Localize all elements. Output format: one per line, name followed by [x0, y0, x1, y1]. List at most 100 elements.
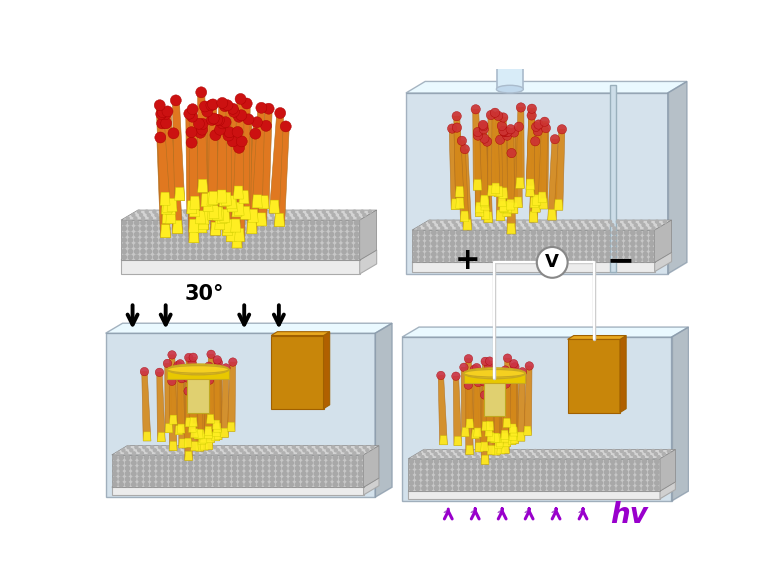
Circle shape: [336, 226, 340, 231]
Circle shape: [343, 449, 346, 452]
Circle shape: [656, 220, 658, 223]
Circle shape: [488, 236, 492, 240]
Circle shape: [233, 477, 237, 482]
Circle shape: [163, 456, 167, 460]
Circle shape: [425, 227, 428, 230]
Circle shape: [528, 453, 531, 456]
Circle shape: [182, 461, 187, 465]
Circle shape: [298, 249, 302, 253]
Circle shape: [176, 472, 180, 476]
Circle shape: [191, 244, 195, 248]
Circle shape: [266, 238, 271, 242]
Circle shape: [220, 456, 224, 460]
Circle shape: [541, 223, 543, 226]
Circle shape: [270, 466, 274, 471]
Circle shape: [544, 257, 548, 262]
Circle shape: [485, 486, 489, 491]
Polygon shape: [166, 210, 176, 223]
Circle shape: [624, 465, 627, 469]
Polygon shape: [548, 210, 556, 220]
Circle shape: [316, 255, 321, 259]
Circle shape: [494, 252, 498, 256]
Circle shape: [194, 477, 199, 482]
Circle shape: [207, 466, 211, 471]
Circle shape: [223, 226, 227, 231]
Ellipse shape: [496, 43, 523, 51]
Ellipse shape: [514, 122, 524, 131]
Polygon shape: [220, 368, 229, 437]
Circle shape: [464, 227, 467, 230]
Circle shape: [573, 449, 576, 453]
Circle shape: [296, 477, 300, 482]
Polygon shape: [449, 128, 459, 210]
Circle shape: [498, 475, 502, 480]
Ellipse shape: [243, 114, 254, 125]
Circle shape: [320, 482, 325, 487]
Circle shape: [151, 446, 154, 449]
Circle shape: [525, 241, 529, 246]
Polygon shape: [660, 482, 675, 499]
Circle shape: [154, 232, 157, 237]
Polygon shape: [189, 117, 200, 217]
Polygon shape: [190, 418, 197, 427]
Circle shape: [432, 247, 436, 251]
Ellipse shape: [220, 101, 230, 112]
Polygon shape: [190, 442, 198, 450]
Polygon shape: [495, 186, 503, 197]
Circle shape: [270, 214, 273, 217]
Polygon shape: [199, 217, 209, 230]
Ellipse shape: [496, 373, 505, 382]
Polygon shape: [248, 209, 258, 222]
Circle shape: [475, 230, 479, 235]
Circle shape: [210, 238, 214, 242]
Circle shape: [314, 477, 319, 482]
Polygon shape: [501, 132, 509, 213]
Polygon shape: [213, 427, 220, 437]
Circle shape: [188, 217, 190, 220]
Circle shape: [145, 449, 148, 452]
Circle shape: [644, 227, 647, 230]
Polygon shape: [465, 359, 474, 428]
Circle shape: [336, 249, 340, 253]
Circle shape: [475, 257, 479, 262]
Circle shape: [144, 466, 148, 471]
Circle shape: [425, 241, 430, 246]
Ellipse shape: [228, 107, 240, 118]
Circle shape: [327, 472, 331, 476]
Circle shape: [315, 210, 318, 213]
Circle shape: [538, 220, 541, 223]
Circle shape: [624, 247, 629, 251]
Circle shape: [506, 252, 511, 256]
Polygon shape: [112, 446, 379, 455]
Circle shape: [241, 232, 246, 237]
Circle shape: [554, 459, 558, 464]
Circle shape: [138, 482, 142, 487]
Circle shape: [327, 461, 331, 465]
Circle shape: [122, 255, 126, 259]
Circle shape: [458, 453, 461, 456]
Circle shape: [636, 449, 639, 453]
Circle shape: [141, 249, 145, 253]
Polygon shape: [406, 81, 687, 93]
Circle shape: [598, 475, 602, 480]
Polygon shape: [511, 434, 518, 444]
Circle shape: [409, 481, 413, 485]
Circle shape: [333, 472, 337, 476]
Circle shape: [172, 238, 177, 242]
Polygon shape: [464, 373, 525, 382]
Circle shape: [144, 472, 148, 476]
Circle shape: [618, 241, 623, 246]
Circle shape: [206, 446, 209, 449]
Circle shape: [217, 244, 220, 248]
Circle shape: [346, 477, 350, 482]
Circle shape: [650, 236, 654, 240]
Polygon shape: [363, 446, 379, 487]
Ellipse shape: [509, 359, 518, 368]
Circle shape: [525, 230, 529, 235]
Circle shape: [251, 472, 256, 476]
Ellipse shape: [448, 124, 457, 133]
Polygon shape: [532, 124, 541, 206]
Polygon shape: [232, 117, 243, 217]
Polygon shape: [526, 109, 535, 190]
Circle shape: [251, 456, 256, 460]
